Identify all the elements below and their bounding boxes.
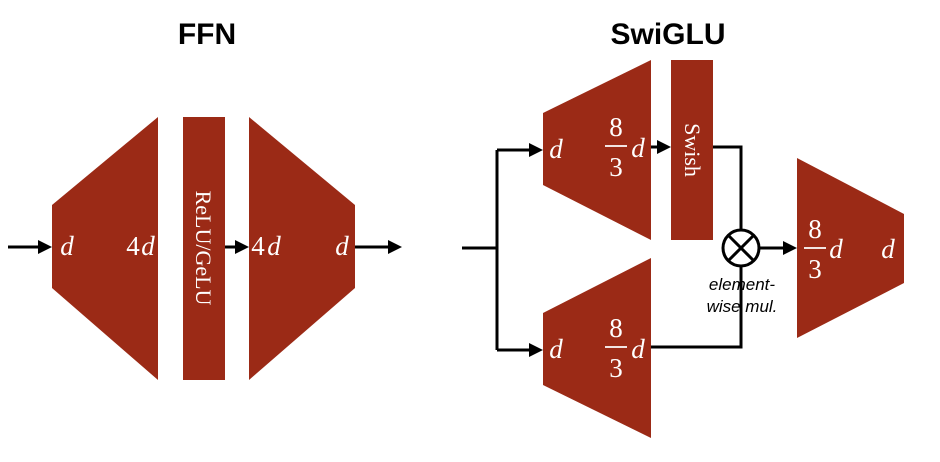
swiglu-down-frac-den: 3 — [808, 254, 822, 284]
swiglu-gate-frac-den: 3 — [609, 152, 623, 182]
ffn-middle-arrowhead — [235, 240, 249, 254]
swiglu-value-input-arrowhead — [529, 343, 543, 357]
swiglu-down-projection — [797, 158, 904, 338]
ffn-input-arrowhead — [38, 240, 52, 254]
swiglu-mul-label-line1: element- — [709, 275, 775, 294]
swiglu-section: SwiGLU d 8 3 d Swish d 8 3 d — [462, 18, 904, 438]
swiglu-gate-projection — [543, 60, 651, 240]
swiglu-gate-in-label: d — [549, 134, 563, 164]
swiglu-title: SwiGLU — [610, 18, 725, 51]
ffn-up-in-label: d — [60, 231, 74, 261]
ffn-section: FFN d 4 d ReLU/GeLU 4 d d — [8, 18, 402, 380]
swiglu-value-frac-den: 3 — [609, 353, 623, 383]
swiglu-value-to-mul-line — [651, 267, 743, 349]
swiglu-gate-to-swish-arrowhead — [657, 140, 671, 154]
ffn-up-out-coef: 4 — [126, 231, 140, 261]
swiglu-value-in-label: d — [549, 334, 563, 364]
ffn-title: FFN — [178, 18, 236, 51]
swiglu-gate-input-arrowhead — [529, 143, 543, 157]
swiglu-value-frac-num: 8 — [609, 313, 623, 343]
swiglu-gate-frac-num: 8 — [609, 112, 623, 142]
swiglu-swish-label: Swish — [680, 123, 705, 177]
swiglu-out-label: d — [881, 234, 895, 264]
ffn-up-out-var: d — [141, 231, 155, 261]
swiglu-gate-frac-var: d — [631, 133, 645, 163]
swiglu-down-frac-num: 8 — [808, 214, 822, 244]
swiglu-down-frac-var: d — [829, 234, 843, 264]
ffn-down-out-label: d — [335, 231, 349, 261]
ffn-activation-label: ReLU/GeLU — [191, 191, 216, 306]
ffn-down-projection — [249, 117, 355, 380]
ffn-down-in-var: d — [267, 231, 281, 261]
swiglu-swish-to-mul-line — [713, 145, 743, 229]
ffn-down-in-coef: 4 — [251, 231, 265, 261]
ffn-up-projection — [52, 117, 158, 380]
swiglu-swish-block — [671, 60, 713, 240]
ffn-activation-block — [183, 117, 225, 380]
ffn-output-arrowhead — [388, 240, 402, 254]
swiglu-mul-label-line2: wise mul. — [707, 297, 778, 316]
swiglu-mul-to-down-arrowhead — [783, 241, 797, 255]
multiply-icon — [721, 228, 761, 268]
swiglu-value-frac-var: d — [631, 334, 645, 364]
swiglu-value-projection — [543, 258, 651, 438]
